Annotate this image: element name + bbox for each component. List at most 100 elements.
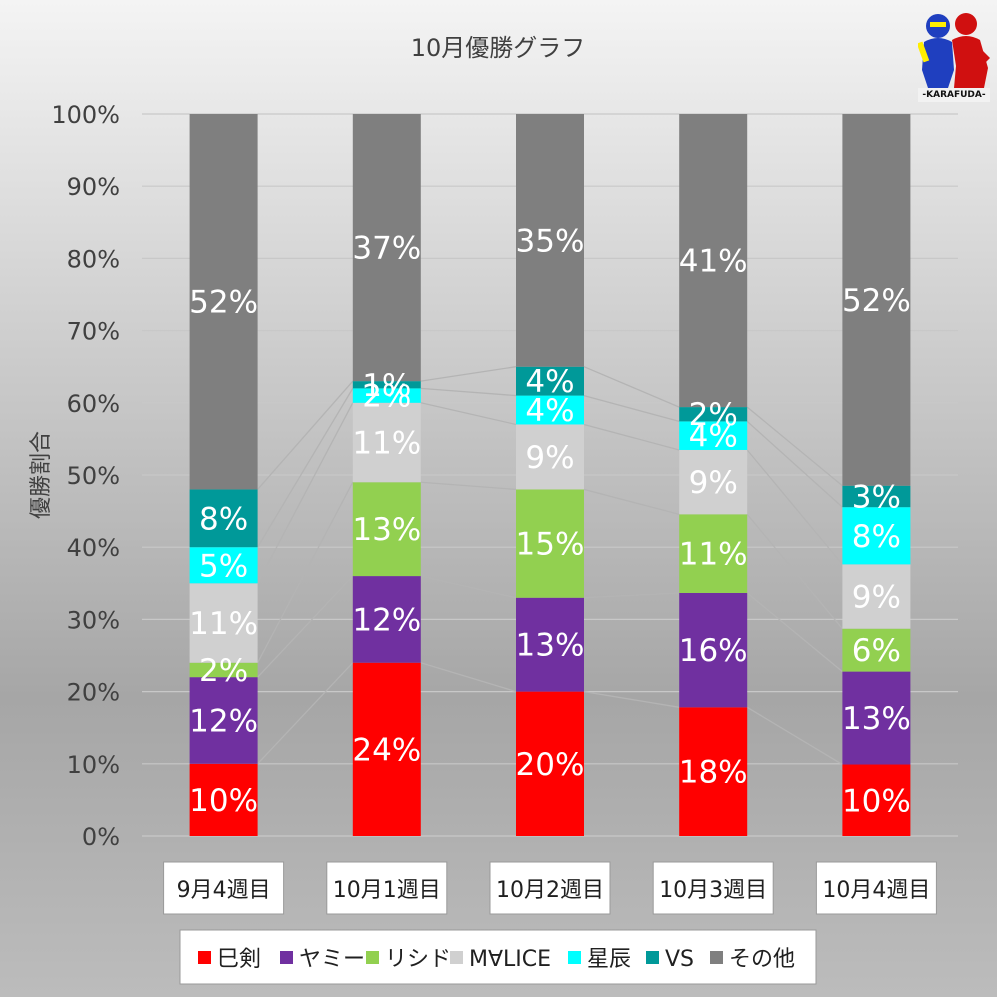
y-axis-label: 優勝割合 <box>29 431 54 519</box>
bar-segment <box>679 449 748 515</box>
x-tick-label: 10月4週目 <box>822 878 930 903</box>
y-tick-label: 50% <box>67 462 120 490</box>
data-label: 11% <box>189 606 258 642</box>
x-tick-label: 9月4週目 <box>177 878 271 903</box>
data-label: 24% <box>352 732 421 768</box>
series-line <box>257 481 354 664</box>
bar-segment <box>189 763 258 836</box>
bar-segment <box>842 485 911 508</box>
data-label: 2% <box>689 397 738 433</box>
x-tick-label: 10月3週目 <box>659 878 767 903</box>
bar-segment <box>189 677 258 764</box>
data-label: 13% <box>352 512 421 548</box>
data-label: 4% <box>689 419 738 455</box>
bar-segment <box>842 507 911 565</box>
bar-segment <box>679 114 748 408</box>
data-label: 11% <box>679 537 748 573</box>
bar-segment <box>352 576 421 663</box>
x-tick-box <box>326 861 448 915</box>
bar-segment <box>352 402 421 483</box>
series-line <box>746 592 843 673</box>
data-label: 3% <box>852 479 901 515</box>
series-line <box>583 423 680 451</box>
data-label: 8% <box>199 501 248 537</box>
series-line <box>583 366 680 408</box>
logo-figures-icon <box>916 13 990 88</box>
data-labels: 10% 24% 20% 18% 10% 12% 12% 13% 16% 13% 2% 13% 15% 11… <box>189 223 911 819</box>
data-label: 4% <box>525 393 574 429</box>
data-label: 18% <box>679 755 748 791</box>
y-tick-label: 90% <box>67 173 120 201</box>
legend-swatch <box>568 951 581 964</box>
data-label: 1% <box>362 368 411 404</box>
y-tick-label: 80% <box>67 245 120 273</box>
bar-segment <box>842 628 911 672</box>
chart-title: 10月優勝グラフ <box>411 34 586 62</box>
legend-label: 巳剣 <box>217 947 261 972</box>
y-tick-label: 20% <box>67 679 120 707</box>
series-line <box>257 388 354 548</box>
data-label: 16% <box>679 633 748 669</box>
data-label: 10% <box>842 783 911 819</box>
y-tick-label: 10% <box>67 751 120 779</box>
x-tick-box <box>163 861 285 915</box>
bar-segment <box>516 489 584 598</box>
data-label: 8% <box>852 519 901 555</box>
y-tick-label: 60% <box>67 390 120 418</box>
bar-segment <box>679 407 748 422</box>
series-line <box>583 488 680 515</box>
data-label: 9% <box>525 440 574 476</box>
series-line <box>583 394 680 423</box>
x-tick-box <box>815 861 937 915</box>
series-line <box>420 662 517 693</box>
series-connector-lines <box>257 366 843 766</box>
legend-label: 星辰 <box>587 947 631 972</box>
y-tick-label: 40% <box>67 534 120 562</box>
bar-segment <box>516 114 584 367</box>
bar-segment <box>352 482 421 577</box>
legend-swatch <box>280 951 293 964</box>
legend-swatch <box>450 951 463 964</box>
series-line <box>420 387 517 397</box>
bar-segment <box>842 671 911 765</box>
bar-segment <box>842 764 911 836</box>
data-label: 6% <box>852 633 901 669</box>
legend: 巳剣 ヤミー リシド M∀LICE 星辰 VS その他 <box>179 929 817 985</box>
bar-segment <box>189 662 258 678</box>
data-label: 15% <box>516 527 585 563</box>
legend-label: M∀LICE <box>469 947 551 972</box>
x-tick-label: 10月2週目 <box>496 878 604 903</box>
data-label: 9% <box>852 580 901 616</box>
legend-label: リシド <box>385 947 451 972</box>
bar-segment <box>516 424 584 490</box>
bar-segment <box>189 489 258 548</box>
legend-label: その他 <box>729 947 795 972</box>
data-label: 52% <box>842 283 911 319</box>
logo-text: -KARAFUDA- <box>918 88 990 102</box>
x-axis-ticks: 9月4週目 10月1週目 10月2週目 10月3週目 10月4週目 <box>163 861 937 915</box>
y-tick-label: 70% <box>67 318 120 346</box>
y-axis-ticks: 0% 10% 20% 30% 40% 50% 60% 70% 80% 90% 100% <box>51 101 120 851</box>
series-line <box>257 575 354 678</box>
series-line <box>257 662 354 765</box>
bar-segment <box>679 707 748 836</box>
bar-segment <box>352 388 421 403</box>
legend-swatch <box>646 951 659 964</box>
series-line <box>420 481 517 491</box>
bar-segment <box>352 114 421 382</box>
y-tick-label: 30% <box>67 606 120 634</box>
y-tick-label: 100% <box>51 101 120 129</box>
x-tick-box <box>652 861 774 915</box>
data-label: 2% <box>199 653 248 689</box>
data-label: 41% <box>679 244 748 280</box>
data-label: 52% <box>189 285 258 321</box>
data-label: 11% <box>352 426 421 462</box>
bar-segment <box>516 366 584 396</box>
legend-swatch <box>198 951 211 964</box>
series-line <box>583 690 680 708</box>
series-line <box>746 513 843 630</box>
data-label: 13% <box>842 701 911 737</box>
bar-segment <box>516 691 584 836</box>
legend-label: VS <box>665 947 694 972</box>
